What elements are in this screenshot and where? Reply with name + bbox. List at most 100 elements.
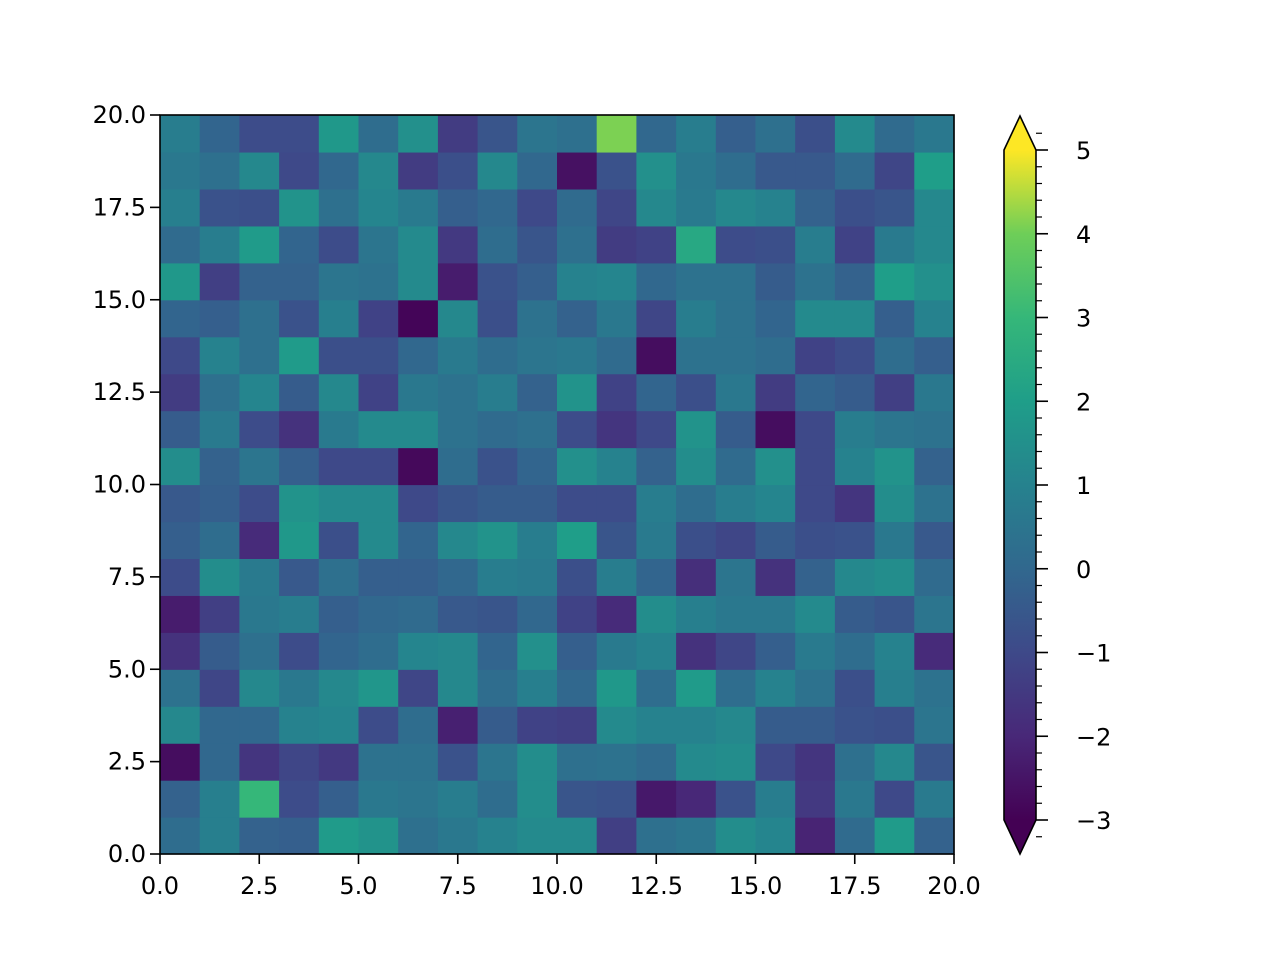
heatmap-cell [160,558,201,596]
heatmap-cell [715,447,757,486]
heatmap-cell [715,780,757,818]
heatmap-cell [318,373,360,412]
heatmap-cell [676,373,717,412]
heatmap-cell [557,743,598,781]
y-tick-label: 5.0 [108,655,146,683]
heatmap-cell [398,299,439,338]
heatmap-cell [437,706,479,744]
heatmap-cell [437,743,479,781]
heatmap-cell [636,336,677,375]
heatmap-cell [160,151,201,190]
heatmap-cell [160,299,201,338]
heatmap-cell [437,115,479,153]
heatmap-cell [279,484,320,523]
heatmap-cell [874,521,915,559]
heatmap-cell [437,262,479,301]
heatmap-cell [477,410,518,449]
heatmap-cell [437,521,479,559]
y-tick-label: 10.0 [93,471,146,499]
heatmap-cell [557,447,598,486]
heatmap-cell [874,484,915,523]
heatmap-cell [636,447,677,486]
heatmap-cell [636,706,677,744]
heatmap-cell [279,447,320,486]
heatmap-cell [715,595,757,633]
heatmap-cell [755,558,796,596]
heatmap-cell [239,817,280,855]
heatmap-cell [160,188,201,227]
heatmap-cell [874,373,915,412]
heatmap-cell [795,115,836,153]
x-tick-label: 10.0 [530,872,583,900]
heatmap-cell [755,410,796,449]
heatmap-cell [477,743,518,781]
heatmap-cell [398,151,439,190]
heatmap-cell [199,521,240,559]
heatmap-cell [358,632,399,670]
heatmap-cell [596,780,637,818]
heatmap-cell [477,151,518,190]
heatmap-cell [914,521,955,559]
heatmap-cell [437,336,479,375]
heatmap-cell [874,299,915,338]
heatmap-cell [437,669,479,707]
heatmap-cell [160,706,201,744]
x-tick-label: 15.0 [729,872,782,900]
heatmap-cell [517,669,558,707]
heatmap-cell [477,558,518,596]
heatmap-cell [914,188,955,227]
heatmap-cell [914,743,955,781]
heatmap-cell [239,336,280,375]
heatmap-cell [160,262,201,301]
heatmap-cell [437,817,479,855]
heatmap-cell [557,115,598,153]
heatmap-cell [914,336,955,375]
heatmap-cell [279,336,320,375]
heatmap-cell [318,225,360,264]
heatmap-cell [557,632,598,670]
heatmap-cell [755,521,796,559]
heatmap-cell [358,299,399,338]
heatmap-cell [755,484,796,523]
heatmap-cell [834,262,876,301]
heatmap-cell [834,743,876,781]
heatmap-cell [795,373,836,412]
heatmap-cell [358,558,399,596]
heatmap-cell [437,447,479,486]
heatmap-cell [914,151,955,190]
heatmap-cell [437,484,479,523]
heatmap-cell [834,669,876,707]
heatmap-cell [755,595,796,633]
heatmap-cell [874,410,915,449]
heatmap-cell [596,151,637,190]
heatmap-cell [874,669,915,707]
heatmap-cell [676,225,717,264]
heatmap-cell [517,632,558,670]
heatmap-cell [596,299,637,338]
heatmap-cell [517,817,558,855]
heatmap-cell [715,558,757,596]
heatmap-cell [834,373,876,412]
heatmap-cell [557,521,598,559]
heatmap-cell [318,188,360,227]
heatmap-cell [834,299,876,338]
heatmap-cell [874,706,915,744]
heatmap-cell [279,410,320,449]
heatmap-cell [199,743,240,781]
heatmap-cell [160,669,201,707]
heatmap-cell [755,299,796,338]
heatmap-cells [160,115,955,855]
heatmap-cell [318,595,360,633]
heatmap-cell [160,115,201,153]
heatmap-cell [239,115,280,153]
colorbar-tick-label: 1 [1076,472,1091,500]
heatmap-cell [676,743,717,781]
heatmap-cell [358,817,399,855]
colorbar-tick-label: 2 [1076,388,1091,416]
heatmap-cell [676,447,717,486]
heatmap-cell [318,521,360,559]
x-tick-label: 17.5 [828,872,881,900]
heatmap-cell [636,521,677,559]
heatmap-cell [477,484,518,523]
y-tick-label: 0.0 [108,840,146,868]
